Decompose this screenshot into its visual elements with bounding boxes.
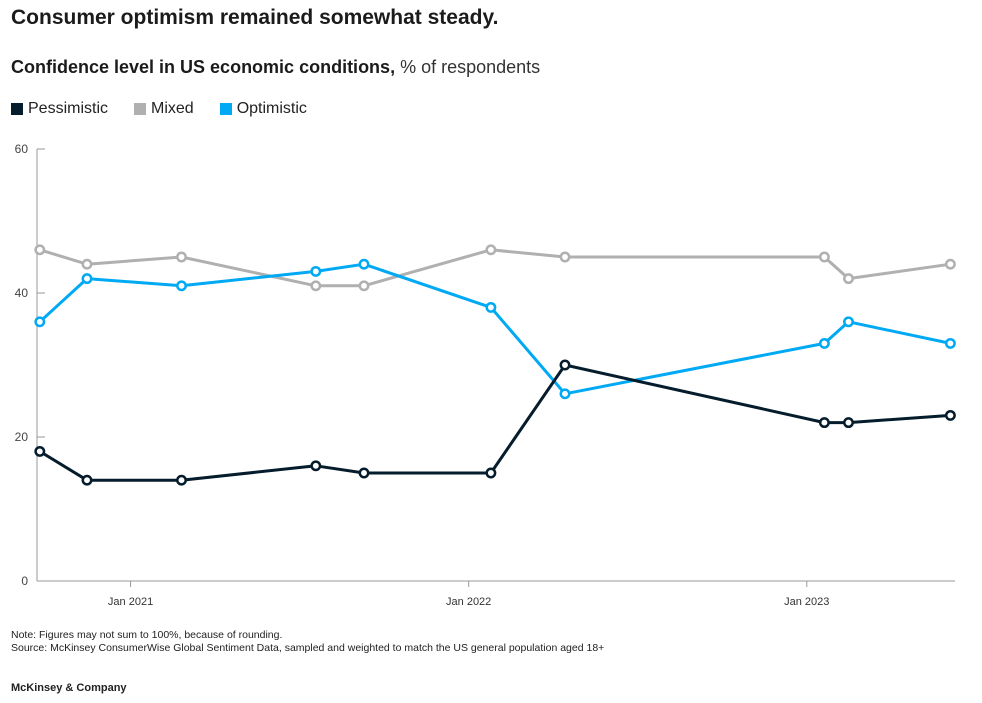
series-line-mixed xyxy=(38,248,952,288)
data-point-pessimistic xyxy=(843,417,854,429)
data-point-pessimistic xyxy=(485,467,497,479)
series-line-optimistic xyxy=(38,262,952,396)
legend-item-mixed: Mixed xyxy=(134,100,194,118)
chart-title: Consumer optimism remained somewhat stea… xyxy=(11,6,499,29)
y-tick-label: 0 xyxy=(21,574,28,588)
data-point-mixed xyxy=(843,273,854,285)
data-point-optimistic xyxy=(944,337,956,349)
source-text: Source: McKinsey ConsumerWise Global Sen… xyxy=(11,642,605,654)
y-tick-label: 40 xyxy=(15,286,29,300)
data-point-optimistic xyxy=(310,265,322,277)
data-point-optimistic xyxy=(81,273,93,285)
subtitle-unit: % of respondents xyxy=(400,57,541,77)
legend-swatch-pessimistic xyxy=(11,103,23,115)
x-tick-label: Jan 2022 xyxy=(446,596,491,608)
data-point-mixed xyxy=(485,244,497,256)
data-point-optimistic xyxy=(843,316,854,328)
chart-subtitle: Confidence level in US economic conditio… xyxy=(11,57,540,78)
x-tick-label: Jan 2021 xyxy=(108,596,153,608)
data-point-pessimistic xyxy=(176,474,187,486)
legend-label-pessimistic: Pessimistic xyxy=(28,100,109,117)
data-point-pessimistic xyxy=(818,417,830,429)
data-point-mixed xyxy=(818,251,830,263)
data-point-mixed xyxy=(358,280,370,292)
data-point-mixed xyxy=(310,280,322,292)
legend-item-optimistic: Optimistic xyxy=(219,100,307,118)
data-point-pessimistic xyxy=(944,409,956,421)
footnotes: Note: Figures may not sum to 100%, becau… xyxy=(11,629,604,655)
brand-logo-text: McKinsey & Company xyxy=(11,682,127,694)
data-point-mixed xyxy=(176,251,187,263)
y-tick-label: 60 xyxy=(15,142,29,156)
data-point-optimistic xyxy=(818,337,830,349)
y-tick-label: 20 xyxy=(15,430,29,444)
data-point-pessimistic xyxy=(559,359,571,371)
data-point-optimistic xyxy=(34,316,46,328)
data-point-mixed xyxy=(81,258,93,270)
note-text: Note: Figures may not sum to 100%, becau… xyxy=(11,629,283,641)
data-point-pessimistic xyxy=(34,445,46,457)
data-point-mixed xyxy=(559,251,571,263)
legend-swatch-optimistic xyxy=(219,103,232,115)
subtitle-main: Confidence level in US economic conditio… xyxy=(11,57,396,77)
data-point-optimistic xyxy=(358,258,370,270)
legend-swatch-mixed xyxy=(134,103,147,115)
data-point-pessimistic xyxy=(310,460,322,472)
x-tick-label: Jan 2023 xyxy=(784,596,829,608)
legend: Pessimistic Mixed Optimistic xyxy=(11,100,333,118)
data-point-mixed xyxy=(944,258,956,270)
data-point-pessimistic xyxy=(81,474,93,486)
data-point-optimistic xyxy=(559,388,571,400)
legend-item-pessimistic: Pessimistic xyxy=(11,100,108,118)
legend-label-optimistic: Optimistic xyxy=(236,100,307,117)
series-line-pessimistic xyxy=(38,363,952,482)
data-point-optimistic xyxy=(176,280,187,292)
data-point-optimistic xyxy=(485,301,497,313)
legend-label-mixed: Mixed xyxy=(151,100,194,117)
data-point-pessimistic xyxy=(358,467,370,479)
data-point-mixed xyxy=(34,244,46,256)
